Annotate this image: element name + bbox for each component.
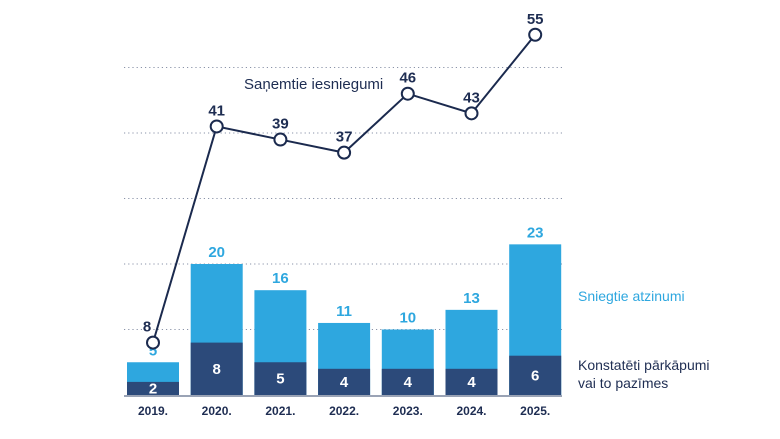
x-tick-label: 2020. [202, 404, 232, 418]
x-tick-labels: 2019. 2020. 2021. 2022. 2023. 2024. 2025. [138, 404, 550, 418]
x-tick-label: 2022. [329, 404, 359, 418]
bar-violations [254, 362, 307, 395]
bar-violations [127, 381, 179, 395]
bar-opinions-label: 13 [463, 290, 480, 307]
received-point-label: 46 [399, 70, 416, 87]
received-point [273, 132, 288, 147]
x-tick-label: 2025. [520, 404, 550, 418]
x-tick-label: 2019. [138, 404, 168, 418]
received-point [337, 145, 352, 160]
bars: 5 2 20 8 16 5 11 4 10 4 13 4 23 6 [127, 224, 562, 397]
bar-violations-label: 5 [276, 371, 284, 388]
received-point [209, 119, 224, 134]
bar-opinions-label: 11 [336, 303, 352, 320]
bar-opinions-label: 23 [527, 224, 544, 241]
received-point [464, 106, 479, 121]
bar-violations-label: 4 [467, 374, 476, 391]
bar-violations [318, 368, 371, 395]
bar-opinions-label: 5 [149, 342, 157, 359]
received-point [146, 335, 160, 350]
line-series-title: Saņemtie iesniegumi [244, 76, 383, 93]
legend-violations-label-line1: Konstatēti pārkāpumi [578, 357, 710, 373]
legend-violations-label-line2: vai to pazīmes [578, 375, 669, 391]
bar-violations-label: 2 [149, 380, 157, 397]
received-point-label: 43 [463, 89, 480, 106]
legend-total-opinions: Sniegtie atzinumi [578, 287, 685, 305]
legend-total-label: Sniegtie atzinumi [578, 288, 685, 304]
received-point-label: 8 [143, 319, 151, 336]
received-point [528, 27, 543, 42]
x-tick-label: 2021. [265, 404, 295, 418]
bar-violations [445, 368, 498, 395]
x-tick-label: 2024. [456, 404, 486, 418]
legend-violations: Konstatēti pārkāpumi vai to pazīmes [578, 356, 710, 392]
bar-violations-label: 4 [340, 374, 349, 391]
x-tick-label: 2023. [393, 404, 423, 418]
bar-violations [381, 368, 434, 395]
bar-violations-label: 6 [531, 367, 539, 384]
received-point [400, 86, 415, 101]
bar-opinions-label: 20 [208, 244, 225, 261]
received-point-label: 41 [208, 102, 225, 119]
received-line-series: 8 41 39 37 46 43 55 [143, 11, 544, 350]
bar-opinions-label: 10 [399, 310, 416, 327]
received-point-label: 39 [272, 116, 289, 133]
bar-violations [509, 355, 562, 395]
bar-violations-label: 4 [404, 374, 413, 391]
received-point-label: 37 [336, 129, 353, 146]
gridlines [124, 67, 562, 330]
received-point-label: 55 [527, 11, 544, 28]
bar-violations [190, 342, 243, 395]
bar-violations-label: 8 [213, 361, 221, 378]
bar-opinions-label: 16 [272, 270, 289, 287]
